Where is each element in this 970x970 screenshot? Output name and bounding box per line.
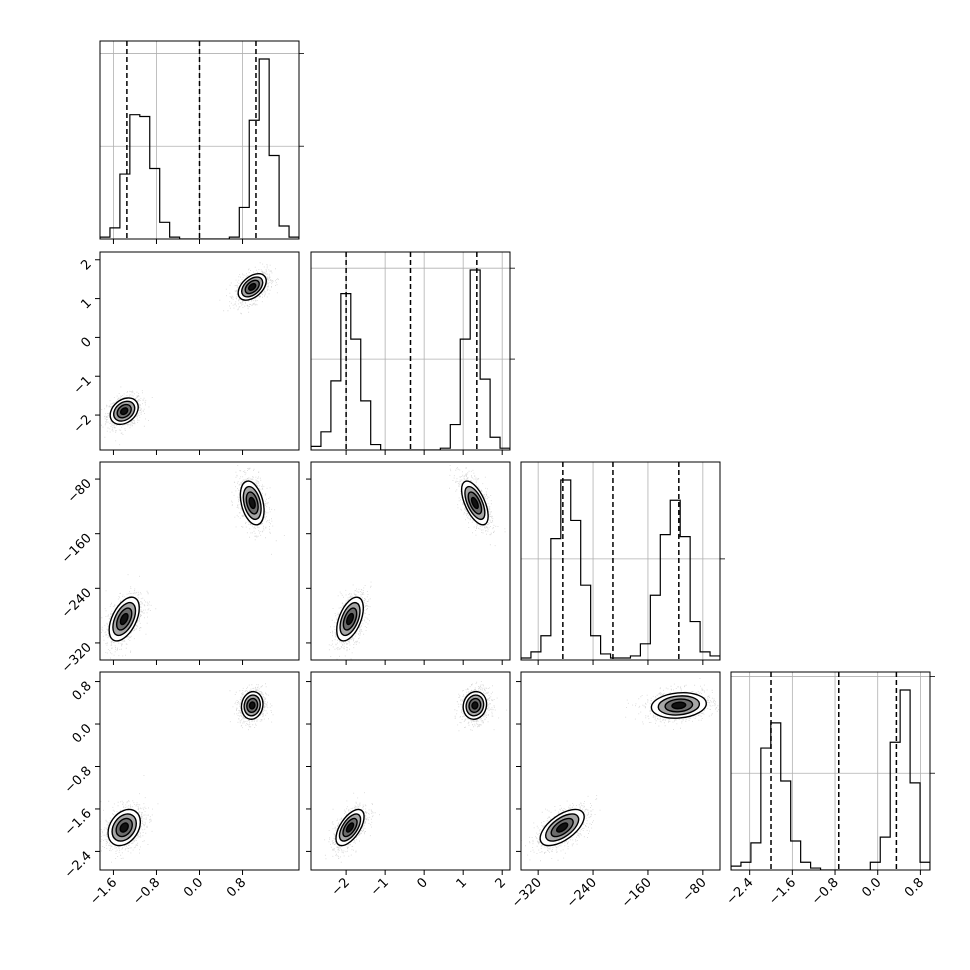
y-tick-label: 2 — [78, 257, 94, 273]
joint-panel-1-2 — [310, 461, 511, 661]
contour-level-3 — [671, 701, 687, 710]
x-tick-label: −160 — [619, 875, 655, 911]
y-tick-label: 1 — [78, 296, 94, 312]
x-tick-label: 1 — [454, 875, 470, 891]
joint-clip — [100, 683, 274, 863]
y-tick-label: 0.0 — [70, 721, 95, 746]
panel-frame — [520, 671, 721, 871]
y-tick-label: −80 — [65, 476, 95, 506]
panel-frame — [310, 251, 511, 451]
hist-clip — [521, 479, 720, 660]
joint-clip — [101, 465, 285, 659]
contour-level-3 — [346, 612, 355, 626]
x-tick-label: −2 — [329, 875, 353, 899]
sample-cloud-0 — [100, 775, 159, 863]
histogram-1 — [311, 269, 510, 450]
contour-level-3 — [248, 282, 257, 291]
hist-panel-2 — [520, 461, 725, 661]
hist-panel-1 — [310, 251, 515, 451]
y-tick-label: −2 — [71, 412, 95, 436]
y-tick-label: −1.6 — [62, 806, 95, 839]
x-tick-label: −0.8 — [809, 875, 842, 908]
y-tick-label: −240 — [59, 586, 95, 622]
contour-level-3 — [119, 612, 129, 626]
x-tick-label: 2 — [493, 875, 509, 891]
joint-panel-2-3 — [520, 671, 721, 871]
contour-level-3 — [248, 701, 256, 710]
contour-level-3 — [119, 822, 129, 833]
hist-panel-3 — [730, 671, 935, 871]
joint-clip — [328, 465, 506, 660]
y-tick-label: −320 — [59, 640, 95, 676]
contour-level-3 — [345, 822, 355, 833]
panel-frame — [310, 671, 511, 871]
contour-level-3 — [471, 701, 479, 710]
joint-panel-0-2 — [99, 461, 300, 661]
joint-clip — [324, 681, 508, 863]
x-tick-label: −80 — [680, 875, 710, 905]
x-tick-label: −2.4 — [724, 875, 757, 908]
y-tick-label: 0.8 — [70, 679, 95, 704]
y-tick-label: −160 — [59, 531, 95, 567]
sample-cloud-1 — [231, 465, 285, 555]
x-tick-label: 0.0 — [859, 875, 884, 900]
panel-frame — [310, 461, 511, 661]
y-tick-label: −1 — [71, 373, 95, 397]
x-tick-label: 0.8 — [224, 875, 249, 900]
x-tick-label: −320 — [509, 875, 545, 911]
y-tick-label: −2.4 — [62, 849, 95, 882]
panel-frame — [730, 671, 931, 871]
x-tick-label: −0.8 — [130, 875, 163, 908]
x-tick-label: −1.6 — [87, 875, 120, 908]
x-tick-label: 0 — [415, 875, 431, 891]
x-tick-label: −240 — [564, 875, 600, 911]
hist-clip — [311, 269, 510, 450]
joint-clip — [521, 678, 720, 862]
hist-panel-0 — [99, 40, 304, 240]
hist-clip — [731, 689, 930, 870]
contour-level-3 — [555, 822, 569, 833]
y-tick-label: −0.8 — [62, 764, 95, 797]
x-tick-label: −1.6 — [766, 875, 799, 908]
panel-frame — [520, 461, 721, 661]
x-tick-label: 0.8 — [902, 875, 927, 900]
contour-level-3 — [470, 496, 479, 510]
joint-panel-0-3 — [99, 671, 300, 871]
contour-level-3 — [248, 496, 256, 510]
histogram-3 — [731, 689, 930, 870]
joint-clip — [100, 262, 279, 446]
contour-level-3 — [120, 407, 129, 416]
joint-panel-0-1 — [99, 251, 300, 451]
hist-clip — [100, 58, 299, 239]
joint-panel-1-3 — [310, 671, 511, 871]
histogram-0 — [100, 58, 299, 239]
x-tick-label: −1 — [368, 875, 392, 899]
x-tick-label: 0.0 — [181, 875, 206, 900]
histogram-2 — [521, 479, 720, 660]
y-tick-label: 0 — [78, 335, 94, 351]
